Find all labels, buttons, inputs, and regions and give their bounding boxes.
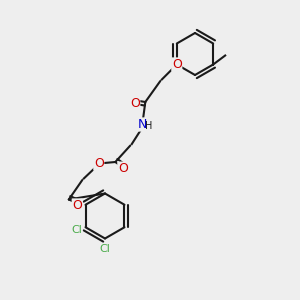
Text: N: N: [138, 118, 147, 131]
Text: H: H: [145, 121, 153, 131]
Text: O: O: [94, 157, 104, 170]
Text: O: O: [72, 199, 82, 212]
Text: Cl: Cl: [100, 244, 110, 254]
Text: Cl: Cl: [71, 225, 82, 235]
Text: O: O: [130, 97, 140, 110]
Text: O: O: [118, 162, 128, 175]
Text: O: O: [172, 58, 182, 71]
